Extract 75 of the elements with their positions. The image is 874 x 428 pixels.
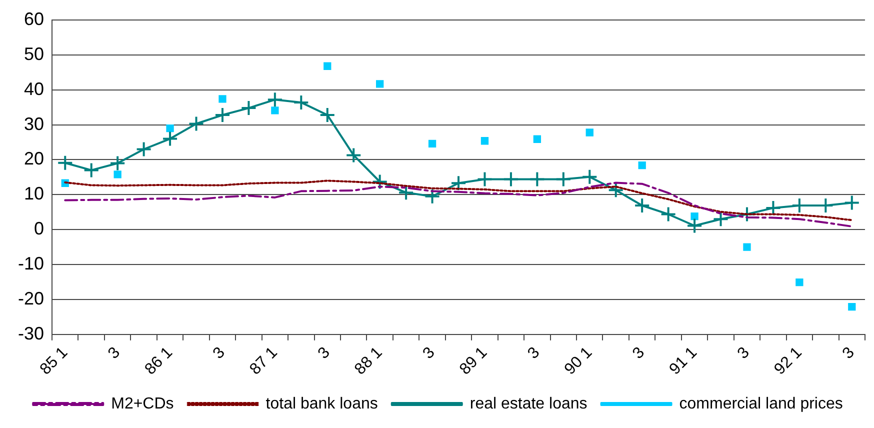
point xyxy=(166,124,174,132)
point xyxy=(608,182,624,198)
legend-label: commercial land prices xyxy=(679,395,843,412)
y-tick-label: 0 xyxy=(34,218,44,239)
point xyxy=(319,107,336,124)
point xyxy=(214,107,230,124)
point xyxy=(271,106,279,114)
legend-label: total bank loans xyxy=(266,395,378,412)
x-tick-label: 3 xyxy=(315,344,334,362)
point xyxy=(712,211,729,228)
point xyxy=(83,162,100,178)
x-tick-label: 3 xyxy=(105,344,124,362)
y-tick-label: 60 xyxy=(24,8,44,29)
point xyxy=(582,168,598,185)
point xyxy=(529,171,546,188)
point xyxy=(398,184,414,201)
point xyxy=(240,100,257,116)
point xyxy=(114,170,122,178)
point xyxy=(218,95,226,103)
x-tick-label: 3 xyxy=(210,344,228,362)
point xyxy=(634,198,650,214)
point xyxy=(743,243,751,251)
y-tick-label: 30 xyxy=(24,114,44,134)
point xyxy=(480,137,489,145)
point xyxy=(844,194,860,211)
x-tick-label: 91 1 xyxy=(666,344,701,378)
point xyxy=(346,147,362,164)
point xyxy=(796,278,804,286)
y-tick-label: 50 xyxy=(24,44,44,64)
y-tick-label: -30 xyxy=(18,323,44,344)
x-tick-label: 3 xyxy=(420,344,438,362)
point xyxy=(450,175,467,192)
point xyxy=(324,62,332,70)
point xyxy=(586,128,594,136)
x-tick-label: 86 1 xyxy=(142,344,176,378)
point xyxy=(372,174,388,190)
point xyxy=(376,80,384,88)
x-tick-label: 3 xyxy=(734,344,753,362)
point xyxy=(555,171,572,188)
y-tick-label: -20 xyxy=(18,288,44,308)
point xyxy=(690,212,698,220)
point xyxy=(502,171,519,188)
point xyxy=(660,206,676,222)
legend-label: real estate loans xyxy=(470,395,588,412)
point xyxy=(293,94,310,110)
y-tick-label: -10 xyxy=(18,254,44,274)
y-tick-label: 10 xyxy=(24,184,44,204)
x-tick-label: 88 1 xyxy=(352,344,386,378)
point xyxy=(428,140,436,148)
point xyxy=(162,130,178,147)
x-tick-label: 87 1 xyxy=(246,344,281,378)
y-tick-label: 40 xyxy=(24,78,44,99)
point xyxy=(57,154,74,171)
x-tick-label: 3 xyxy=(630,344,648,362)
point xyxy=(533,135,542,143)
point xyxy=(110,155,126,172)
point xyxy=(765,200,782,216)
x-tick-label: 89 1 xyxy=(456,344,491,378)
point xyxy=(424,188,440,204)
point xyxy=(266,92,283,108)
point xyxy=(638,161,646,170)
line-series xyxy=(64,182,853,228)
point xyxy=(848,302,856,311)
point xyxy=(738,206,755,222)
point xyxy=(476,171,493,188)
legend-label: M2+CDs xyxy=(111,395,174,412)
x-tick-label: 3 xyxy=(840,344,858,362)
y-tick-label: 20 xyxy=(24,148,44,169)
point xyxy=(136,141,152,158)
x-tick-label: 92 1 xyxy=(771,344,806,378)
x-tick-label: 85 1 xyxy=(37,344,72,378)
point xyxy=(686,218,703,234)
x-tick-label: 90 1 xyxy=(562,344,596,378)
x-tick-label: 3 xyxy=(524,344,544,362)
point xyxy=(188,116,204,132)
